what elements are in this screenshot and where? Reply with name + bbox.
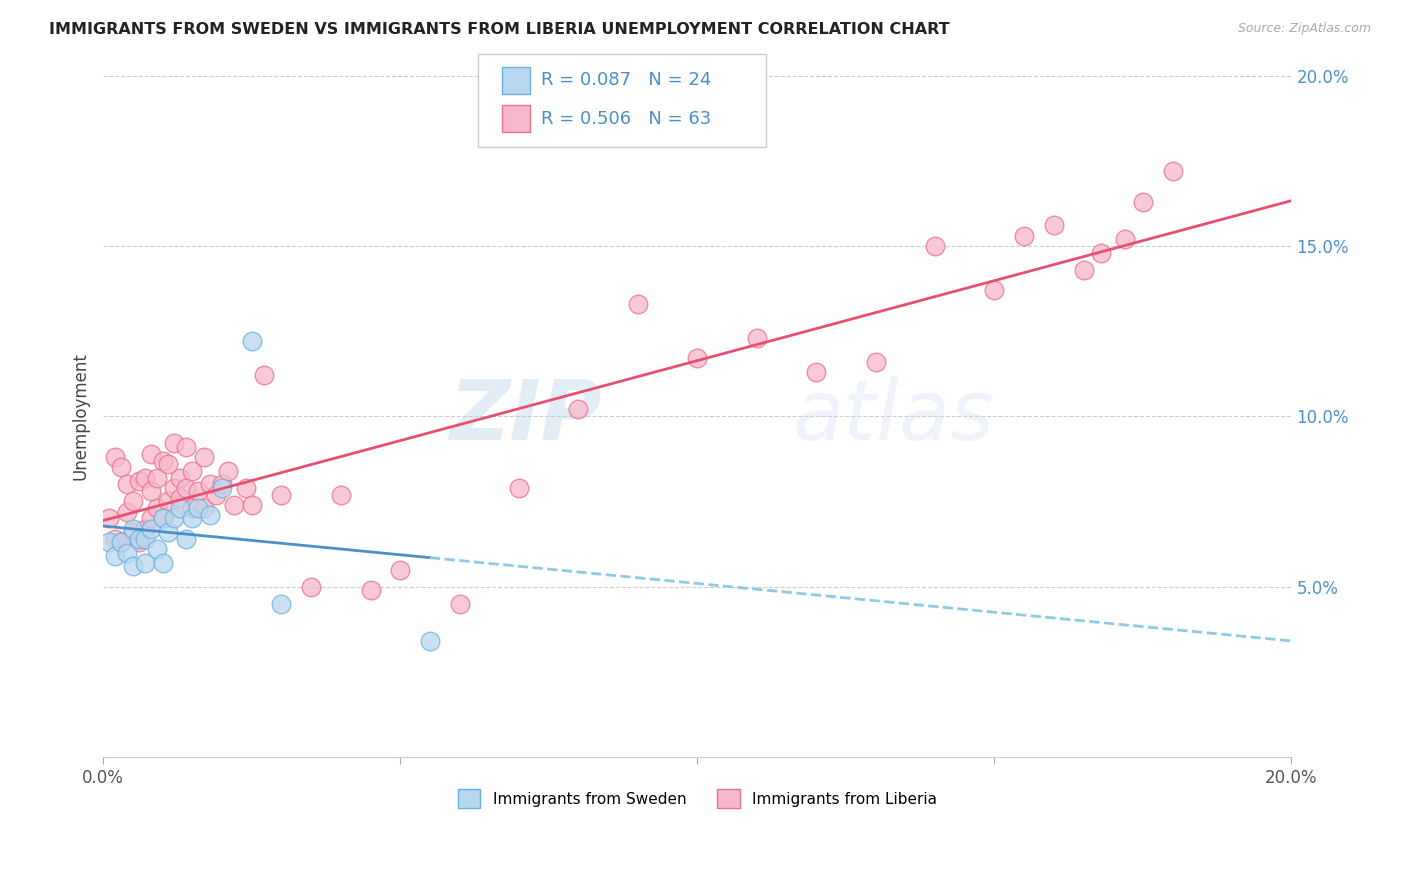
Point	[139, 522, 162, 536]
Point	[924, 239, 946, 253]
Text: IMMIGRANTS FROM SWEDEN VS IMMIGRANTS FROM LIBERIA UNEMPLOYMENT CORRELATION CHART: IMMIGRANTS FROM SWEDEN VS IMMIGRANTS FRO…	[49, 22, 950, 37]
Text: R = 0.087   N = 24: R = 0.087 N = 24	[541, 71, 711, 89]
Point	[157, 494, 180, 508]
Point	[211, 477, 233, 491]
Point	[222, 498, 245, 512]
Point	[419, 634, 441, 648]
Point	[181, 464, 204, 478]
Point	[193, 450, 215, 464]
Point	[240, 498, 263, 512]
Point	[865, 355, 887, 369]
Point	[205, 487, 228, 501]
Point	[508, 481, 530, 495]
Point	[110, 535, 132, 549]
Point	[115, 505, 138, 519]
Point	[115, 545, 138, 559]
Text: Source: ZipAtlas.com: Source: ZipAtlas.com	[1237, 22, 1371, 36]
Point	[1012, 228, 1035, 243]
Point	[240, 334, 263, 349]
Point	[121, 559, 143, 574]
Point	[983, 283, 1005, 297]
Point	[163, 511, 186, 525]
Point	[627, 297, 650, 311]
Point	[115, 477, 138, 491]
Point	[157, 524, 180, 539]
Point	[745, 331, 768, 345]
Point	[198, 508, 221, 522]
Point	[152, 511, 174, 525]
Point	[163, 436, 186, 450]
Point	[145, 501, 167, 516]
Point	[128, 474, 150, 488]
Point	[211, 481, 233, 495]
Point	[181, 501, 204, 516]
Text: ZIP: ZIP	[450, 376, 602, 457]
Point	[163, 481, 186, 495]
Point	[686, 351, 709, 366]
Point	[121, 494, 143, 508]
Point	[152, 511, 174, 525]
Point	[145, 542, 167, 557]
Point	[139, 447, 162, 461]
Point	[128, 535, 150, 549]
Point	[217, 464, 239, 478]
Point	[134, 532, 156, 546]
Point	[145, 470, 167, 484]
Point	[121, 524, 143, 539]
Point	[104, 532, 127, 546]
Point	[252, 368, 274, 383]
Point	[1073, 262, 1095, 277]
Point	[128, 532, 150, 546]
Point	[134, 470, 156, 484]
Point	[169, 491, 191, 505]
Point	[110, 535, 132, 549]
Point	[181, 511, 204, 525]
Point	[187, 501, 209, 516]
Point	[176, 440, 198, 454]
Point	[567, 402, 589, 417]
Point	[169, 501, 191, 516]
Point	[235, 481, 257, 495]
Point	[1132, 194, 1154, 209]
Point	[270, 597, 292, 611]
Point	[187, 484, 209, 499]
Point	[157, 457, 180, 471]
Point	[1090, 245, 1112, 260]
Point	[389, 563, 412, 577]
Point	[299, 580, 322, 594]
Point	[139, 484, 162, 499]
Point	[449, 597, 471, 611]
Point	[139, 511, 162, 525]
Point	[98, 511, 121, 525]
Point	[804, 365, 827, 379]
Point	[152, 556, 174, 570]
Point	[104, 450, 127, 464]
Y-axis label: Unemployment: Unemployment	[72, 352, 89, 480]
Point	[360, 582, 382, 597]
Legend: Immigrants from Sweden, Immigrants from Liberia: Immigrants from Sweden, Immigrants from …	[451, 783, 943, 814]
Point	[176, 532, 198, 546]
Point	[104, 549, 127, 563]
Point	[110, 460, 132, 475]
Point	[134, 522, 156, 536]
Point	[270, 487, 292, 501]
Point	[134, 556, 156, 570]
Point	[121, 522, 143, 536]
Point	[1114, 232, 1136, 246]
Point	[1042, 219, 1064, 233]
Point	[1161, 164, 1184, 178]
Text: R = 0.506   N = 63: R = 0.506 N = 63	[541, 110, 711, 128]
Text: atlas: atlas	[793, 376, 994, 457]
Point	[193, 501, 215, 516]
Point	[98, 535, 121, 549]
Point	[329, 487, 352, 501]
Point	[176, 481, 198, 495]
Point	[198, 477, 221, 491]
Point	[152, 453, 174, 467]
Point	[169, 470, 191, 484]
